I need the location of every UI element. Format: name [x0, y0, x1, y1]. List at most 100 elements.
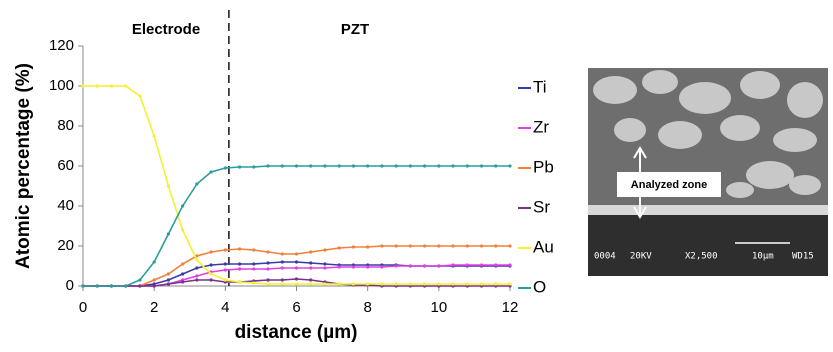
sem-image: Analyzed zone 0004 20KV X2,500 10µm WD15: [588, 68, 828, 276]
point: [109, 284, 114, 288]
point: [294, 277, 299, 281]
y-tick-label: 40: [57, 197, 74, 214]
point: [323, 266, 327, 270]
point: [423, 282, 427, 286]
point: [309, 282, 313, 286]
point: [508, 164, 512, 168]
point: [408, 264, 412, 268]
point: [195, 266, 199, 270]
pzt-label: PZT: [341, 21, 369, 38]
legend-label: Zr: [533, 117, 549, 136]
point: [81, 284, 85, 288]
legend-label: Ti: [533, 77, 547, 96]
point: [408, 282, 412, 286]
point: [252, 267, 256, 271]
point: [465, 282, 469, 286]
point: [451, 263, 455, 267]
point: [465, 244, 469, 248]
point: [266, 278, 270, 282]
point: [437, 282, 441, 286]
point: [124, 84, 128, 88]
x-tick-label: 8: [363, 299, 371, 316]
point: [138, 94, 142, 98]
point: [323, 248, 327, 252]
point: [309, 278, 313, 282]
point: [195, 274, 199, 278]
point: [280, 282, 284, 286]
point: [166, 272, 170, 276]
point: [280, 266, 284, 270]
point: [479, 282, 484, 286]
point: [351, 245, 356, 249]
point: [280, 252, 284, 256]
x-tick-label: 10: [430, 299, 447, 316]
point: [351, 265, 356, 269]
point: [437, 244, 441, 248]
point: [124, 284, 128, 288]
point: [451, 282, 455, 286]
zone-label: Analyzed zone: [631, 179, 707, 191]
point: [223, 248, 227, 252]
point: [494, 282, 498, 286]
point: [237, 280, 242, 284]
point: [309, 250, 313, 254]
point: [394, 264, 398, 268]
point: [109, 84, 114, 88]
point: [294, 266, 299, 270]
y-axis-title: Atomic percentage (%): [13, 63, 34, 269]
point: [252, 262, 256, 266]
point: [181, 272, 185, 276]
point: [294, 282, 299, 286]
point: [166, 184, 170, 188]
interface-band: [588, 205, 828, 215]
point: [223, 262, 227, 266]
point: [266, 282, 270, 286]
point: [437, 164, 441, 168]
point: [351, 282, 356, 286]
point: [181, 228, 185, 232]
point: [209, 272, 213, 276]
x-tick-label: 4: [221, 299, 229, 316]
point: [152, 278, 156, 282]
point: [223, 166, 227, 170]
point: [294, 164, 299, 168]
point: [266, 164, 270, 168]
point: [366, 265, 370, 269]
point: [181, 204, 185, 208]
point: [437, 264, 441, 268]
point: [351, 164, 356, 168]
point: [209, 250, 213, 254]
point: [181, 280, 185, 284]
point: [380, 164, 384, 168]
point: [423, 244, 427, 248]
point: [309, 266, 313, 270]
point: [494, 244, 498, 248]
point: [408, 244, 412, 248]
point: [209, 278, 213, 282]
point: [195, 258, 199, 262]
x-tick-label: 0: [79, 299, 87, 316]
point: [408, 164, 412, 168]
y-tick-label: 100: [49, 77, 74, 94]
point: [166, 232, 170, 236]
point: [280, 260, 284, 264]
point: [138, 284, 142, 288]
point: [152, 260, 156, 264]
point: [237, 165, 242, 169]
substrate: [588, 215, 828, 276]
caption: 20KV: [630, 252, 652, 262]
point: [195, 278, 199, 282]
point: [423, 164, 427, 168]
point: [479, 164, 484, 168]
x-tick-label: 6: [292, 299, 300, 316]
image-texture: [593, 70, 823, 198]
point: [252, 281, 256, 285]
x-axis-title: distance (µm): [235, 322, 358, 343]
x-tick-label: 2: [150, 299, 158, 316]
legend: Ti Zr Pb Sr Au O: [518, 77, 554, 296]
legend-label: Pb: [533, 157, 554, 176]
point: [152, 134, 156, 138]
caption: 10µm: [752, 252, 774, 262]
point: [152, 284, 156, 288]
